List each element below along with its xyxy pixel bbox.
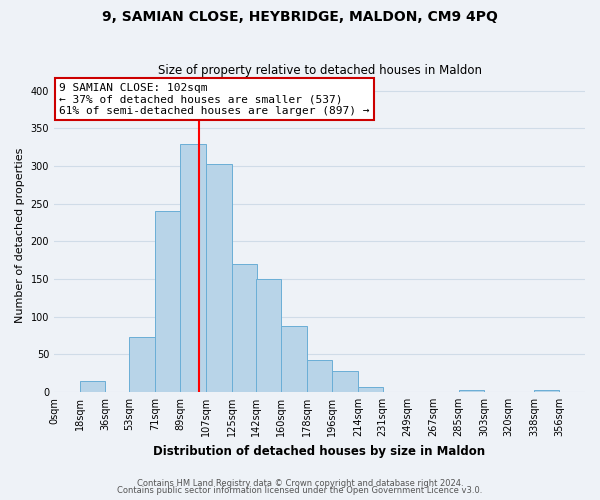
X-axis label: Distribution of detached houses by size in Maldon: Distribution of detached houses by size …: [154, 444, 485, 458]
Bar: [256, 279, 281, 392]
Bar: [80, 380, 105, 392]
Title: Size of property relative to detached houses in Maldon: Size of property relative to detached ho…: [158, 64, 482, 77]
Text: Contains public sector information licensed under the Open Government Licence v3: Contains public sector information licen…: [118, 486, 482, 495]
Bar: [206, 164, 232, 392]
Bar: [232, 264, 257, 392]
Bar: [155, 212, 181, 392]
Bar: [281, 326, 307, 392]
Bar: [332, 371, 358, 392]
Text: Contains HM Land Registry data © Crown copyright and database right 2024.: Contains HM Land Registry data © Crown c…: [137, 478, 463, 488]
Bar: [181, 144, 206, 392]
Bar: [358, 388, 383, 392]
Bar: [458, 390, 484, 392]
Bar: [534, 390, 559, 392]
Y-axis label: Number of detached properties: Number of detached properties: [15, 148, 25, 324]
Bar: [129, 337, 155, 392]
Text: 9, SAMIAN CLOSE, HEYBRIDGE, MALDON, CM9 4PQ: 9, SAMIAN CLOSE, HEYBRIDGE, MALDON, CM9 …: [102, 10, 498, 24]
Text: 9 SAMIAN CLOSE: 102sqm
← 37% of detached houses are smaller (537)
61% of semi-de: 9 SAMIAN CLOSE: 102sqm ← 37% of detached…: [59, 82, 370, 116]
Bar: [307, 360, 332, 392]
